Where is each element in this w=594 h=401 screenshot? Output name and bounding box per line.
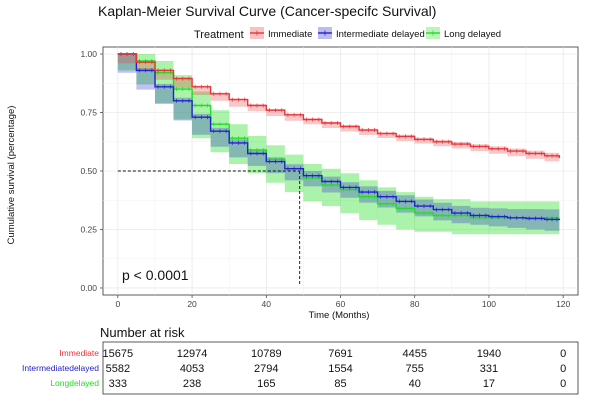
legend-label: Immediate <box>268 29 312 40</box>
legend-label: Intermediate delayed <box>336 29 425 40</box>
risk-row-intermediatedelayed: Intermediatedelayed 5582 4053 2794 1554 755 33… <box>22 363 566 375</box>
risk-cell: 1554 <box>328 363 352 375</box>
y-tick-label: 1.00 <box>80 49 97 59</box>
risk-cell: 5582 <box>106 363 130 375</box>
risk-cell: 10789 <box>251 348 282 360</box>
risk-cell: 4053 <box>180 363 204 375</box>
risk-cell: 85 <box>334 378 346 390</box>
chart-title: Kaplan-Meier Survival Curve (Cancer-spec… <box>98 3 436 19</box>
legend-item-intermediate-delayed: Intermediate delayed <box>318 27 425 40</box>
censor-marks-immediate <box>120 52 558 158</box>
risk-cell: 333 <box>109 378 127 390</box>
y-tick-label: 0.00 <box>80 283 97 293</box>
legend-item-long-delayed: Long delayed <box>426 27 501 40</box>
x-tick-label: 60 <box>336 299 346 309</box>
p-value-annotation: p < 0.0001 <box>122 267 189 283</box>
risk-cell: 4455 <box>402 348 426 360</box>
risk-cell: 755 <box>406 363 424 375</box>
risk-cell: 1940 <box>477 348 501 360</box>
x-tick-label: 20 <box>187 299 197 309</box>
risk-cell: 40 <box>409 378 421 390</box>
risk-row-longdelayed: Longdelayed 333 238 165 85 40 17 0 <box>50 378 566 390</box>
censor-marks-intermediate-delayed <box>120 52 558 222</box>
risk-cell: 0 <box>560 378 566 390</box>
risk-cell: 165 <box>257 378 275 390</box>
legend-item-immediate: Immediate <box>250 27 312 40</box>
axis-ticks: 0 20 40 60 80 100 120 0.00 0.25 0.50 0.75 1.00 <box>80 49 570 309</box>
median-reference <box>117 170 301 285</box>
legend-title: Treatment <box>194 29 244 41</box>
risk-cell: 15675 <box>103 348 134 360</box>
risk-table-panel <box>102 341 579 395</box>
risk-table-title: Number at risk <box>100 325 185 340</box>
risk-row-label: Longdelayed <box>50 378 99 388</box>
x-axis-label: Time (Months) <box>309 310 370 321</box>
y-tick-label: 0.75 <box>80 108 97 118</box>
y-axis-label: Cumulative survival (percentage) <box>6 106 17 245</box>
risk-cell: 17 <box>483 378 495 390</box>
y-tick-label: 0.25 <box>80 224 97 234</box>
gridlines <box>103 47 578 295</box>
curve-intermediate-delayed <box>117 53 561 221</box>
ci-band-intermediate-delayed <box>117 54 560 231</box>
risk-table: Number at risk Immediate 15675 12974 10789 7… <box>22 325 579 395</box>
y-tick-label: 0.50 <box>80 166 97 176</box>
survival-curves <box>117 52 561 222</box>
curve-immediate <box>117 53 561 159</box>
legend: Treatment Immediate Intermediate delayed L… <box>194 27 501 41</box>
x-tick-label: 40 <box>262 299 272 309</box>
risk-row-immediate: Immediate 15675 12974 10789 7691 4455 1940 0 <box>59 348 566 360</box>
risk-cell: 7691 <box>328 348 352 360</box>
x-tick-label: 120 <box>556 299 570 309</box>
x-tick-label: 80 <box>410 299 420 309</box>
x-tick-label: 100 <box>482 299 496 309</box>
legend-label: Long delayed <box>444 29 501 40</box>
risk-cell: 12974 <box>177 348 208 360</box>
risk-cell: 0 <box>560 348 566 360</box>
risk-cell: 2794 <box>254 363 278 375</box>
x-tick-label: 0 <box>115 299 120 309</box>
risk-cell: 238 <box>183 378 201 390</box>
risk-row-label: Intermediatedelayed <box>22 363 99 373</box>
risk-row-label: Immediate <box>59 348 99 358</box>
risk-cell: 0 <box>560 363 566 375</box>
risk-cell: 331 <box>480 363 498 375</box>
